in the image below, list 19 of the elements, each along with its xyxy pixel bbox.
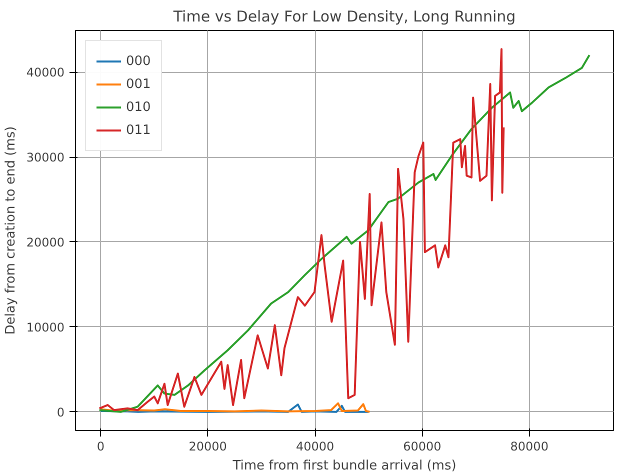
x-tick-label: 80000 [510,440,548,454]
x-axis-title: Time from first bundle arrival (ms) [232,458,456,474]
legend-label: 011 [126,122,151,138]
legend-label: 001 [126,76,151,92]
line-series [98,48,505,412]
line-series [98,54,590,413]
legend-label: 010 [126,100,151,114]
y-tick-label: 0 [56,405,65,420]
legend-label: 000 [126,54,151,68]
y-axis-title: Delay from creation to end (ms) [3,126,18,335]
chart-title: Time vs Delay For Low Density, Long Running [172,8,516,26]
y-tick-label: 10000 [26,320,65,334]
x-tick-label: 40000 [296,440,334,454]
y-tick-label: 40000 [26,66,65,80]
x-tick-label: 60000 [403,440,442,454]
y-tick-label: 20000 [26,235,65,250]
x-tick-label: 20000 [188,440,227,454]
y-tick-label: 30000 [26,150,65,165]
x-tick-label: 0 [96,440,105,454]
